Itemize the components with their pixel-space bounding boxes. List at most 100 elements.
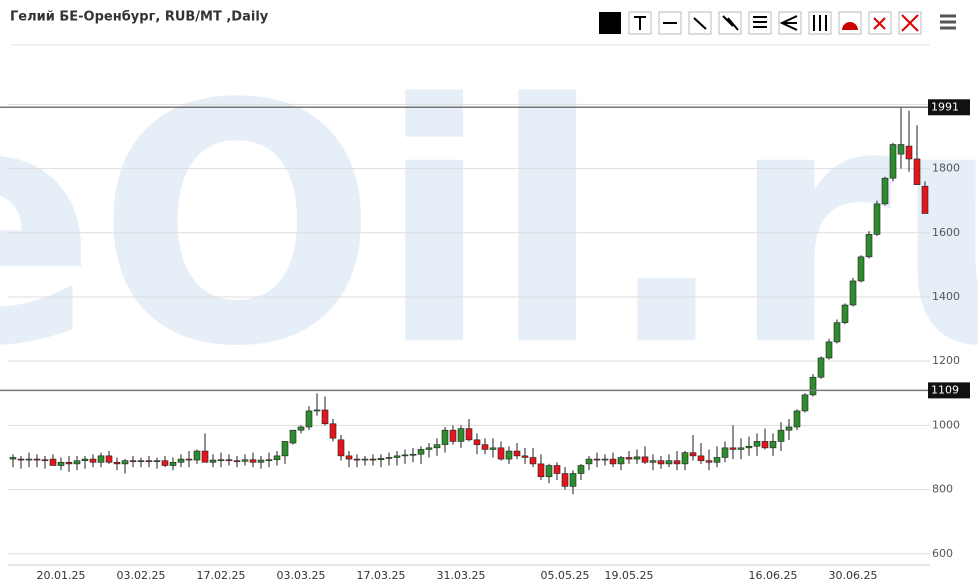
candle-body (561, 473, 569, 487)
y-tick-label: 800 (932, 483, 953, 496)
level-label-box (928, 382, 970, 399)
x-tick-label: 31.03.25 (437, 569, 486, 582)
level-label: 1109 (931, 383, 959, 396)
candle-body (921, 185, 929, 214)
y-tick-label: 1800 (932, 162, 960, 175)
candle-body (25, 458, 33, 461)
x-tick-label: 03.02.25 (117, 569, 166, 582)
candle-body (409, 453, 417, 456)
candle-body (665, 460, 673, 465)
candle-body (201, 450, 209, 463)
candle-body (705, 460, 713, 463)
candle-body (145, 460, 153, 462)
candle-body (81, 458, 89, 461)
candle-body (817, 357, 825, 378)
level-label-box (928, 99, 970, 116)
candle-body (33, 458, 41, 461)
candle-body (305, 410, 313, 428)
candle-body (313, 409, 321, 412)
candle-body (129, 460, 137, 462)
candle-body (833, 322, 841, 343)
candle-body (273, 455, 281, 461)
candle-body (761, 441, 769, 449)
candle-body (169, 461, 177, 466)
candle-body (297, 426, 305, 431)
candle-body (825, 341, 833, 359)
candle-body (161, 460, 169, 466)
candle-body (617, 457, 625, 465)
candle-body (585, 458, 593, 465)
candle-body (657, 460, 665, 465)
level-label: 1991 (931, 100, 959, 113)
x-tick-label: 03.03.25 (277, 569, 326, 582)
candle-body (633, 456, 641, 460)
candle-body (889, 144, 897, 179)
candle-body (225, 459, 233, 462)
candle-body (17, 458, 25, 461)
candle-body (401, 454, 409, 457)
candle-body (697, 455, 705, 461)
candle-body (105, 455, 113, 463)
candle-body (57, 461, 65, 466)
tool-color[interactable] (599, 12, 621, 34)
candle-body (369, 458, 377, 461)
candle-body (873, 203, 881, 235)
candle-body (713, 457, 721, 463)
y-tick-label: 1000 (932, 418, 960, 431)
candle-body (673, 460, 681, 465)
toolbar (599, 11, 956, 35)
candle-body (649, 460, 657, 463)
candle-body (89, 458, 97, 463)
candle-body (489, 447, 497, 450)
candle-body (737, 447, 745, 450)
candle-body (329, 423, 337, 439)
x-tick-label: 17.02.25 (197, 569, 246, 582)
y-tick-label: 1600 (932, 226, 960, 239)
candle-body (593, 458, 601, 461)
candle-body (521, 455, 529, 458)
candle-body (769, 441, 777, 449)
candle-body (73, 460, 81, 465)
candle-body (689, 452, 697, 457)
candle-body (385, 457, 393, 459)
candle-body (881, 177, 889, 205)
candle-body (425, 447, 433, 450)
watermark: eOil.ru (0, 34, 978, 418)
menu[interactable] (940, 14, 956, 30)
candle-body (361, 458, 369, 461)
candle-body (897, 144, 905, 155)
candle-body (809, 376, 817, 396)
candle-body (433, 444, 441, 449)
candle-body (417, 449, 425, 455)
candle-body (457, 428, 465, 442)
candle-body (265, 459, 273, 462)
y-tick-label: 600 (932, 547, 953, 560)
candle-body (721, 447, 729, 458)
candle-body (449, 429, 457, 442)
candle-body (913, 158, 921, 185)
candle-body (785, 426, 793, 431)
candle-body (601, 458, 609, 461)
candle-body (377, 458, 385, 461)
candle-body (577, 465, 585, 474)
candle-body (481, 444, 489, 450)
candle-body (257, 459, 265, 463)
candle-body (849, 280, 857, 306)
candle-body (321, 409, 329, 425)
candle-body (641, 456, 649, 463)
candle-body (65, 461, 73, 465)
candle-body (113, 461, 121, 465)
candle-body (97, 455, 105, 463)
candle-body (745, 445, 753, 449)
candle-body (153, 460, 161, 462)
x-tick-label: 19.05.25 (605, 569, 654, 582)
candle-body (497, 447, 505, 460)
candle-body (337, 439, 345, 457)
candle-body (801, 394, 809, 412)
candle-body (353, 458, 361, 461)
candle-body (177, 458, 185, 463)
candle-body (137, 460, 145, 462)
x-tick-label: 20.01.25 (37, 569, 86, 582)
x-tick-label: 17.03.25 (357, 569, 406, 582)
